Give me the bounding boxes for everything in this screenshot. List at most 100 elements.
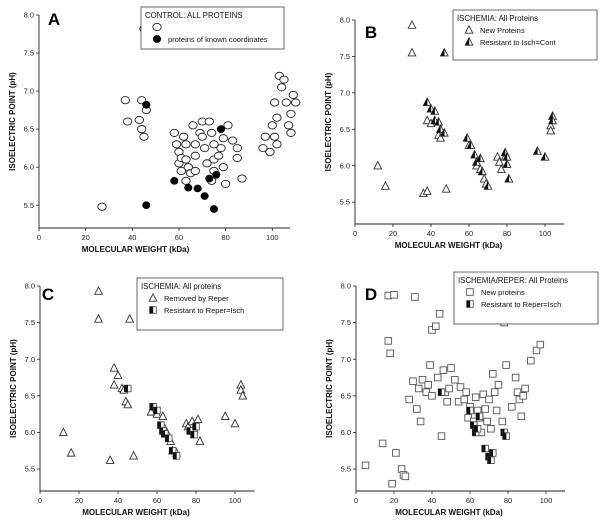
data-point-series-1 [139, 132, 149, 141]
data-point-series-1 [279, 75, 289, 84]
data-point-series-1 [58, 427, 68, 437]
data-point-series-1 [137, 125, 147, 134]
data-point-series-1 [401, 472, 410, 481]
data-point-series-1 [276, 83, 287, 92]
legend-entry-label: proteins of known coordinates [168, 35, 268, 44]
data-point-series-1 [384, 337, 393, 345]
legend-box [140, 6, 285, 50]
data-point-series-1 [521, 384, 529, 393]
y-tick-label: 5.5 [341, 465, 351, 474]
data-point-series-1 [361, 461, 370, 470]
data-point-series-1 [188, 121, 198, 130]
data-point-series-2 [439, 127, 449, 137]
data-point-series-1 [388, 479, 396, 488]
data-point-series-1 [286, 109, 296, 118]
data-point-series-1 [238, 390, 248, 400]
x-tick-label: 100 [266, 233, 279, 242]
y-tick-label: 8.0 [24, 11, 34, 20]
data-points [373, 19, 558, 198]
data-point-series-1 [451, 375, 459, 384]
data-point-series-1 [202, 159, 212, 168]
data-point-series-1 [460, 395, 469, 404]
data-point-series-1 [380, 180, 390, 190]
x-tick-label: 20 [81, 233, 89, 242]
y-tick-label: 6.0 [25, 428, 35, 437]
legend-marker [148, 292, 158, 302]
data-point-series-1 [195, 436, 205, 445]
y-tick-label: 8.0 [341, 282, 351, 291]
y-tick-label: 7.0 [24, 87, 34, 96]
y-tick-label: 7.5 [24, 49, 34, 58]
x-tick-label: 0 [37, 233, 41, 242]
x-tick-label: 80 [503, 229, 511, 238]
legend-entry-label: Resistant to Reper=Isch [481, 300, 561, 309]
data-points [361, 291, 545, 488]
data-point-series-1 [432, 322, 440, 331]
data-point-series-2 [123, 384, 132, 393]
data-point-series-1 [471, 393, 480, 402]
data-point-series-1 [109, 362, 119, 372]
x-tick-label: 100 [539, 229, 552, 238]
data-point-series-2 [190, 430, 198, 439]
data-point-series-1 [178, 132, 189, 141]
data-point-series-2 [439, 47, 449, 57]
data-point-series-1 [511, 373, 520, 382]
legend-entry-label: New Proteins [480, 26, 525, 35]
data-point-series-1 [485, 395, 493, 404]
data-point-series-1 [386, 349, 394, 358]
data-point-series-1 [230, 418, 240, 428]
data-point-series-2 [168, 446, 177, 455]
legend-entry-label: Resistant to Reper=Isch [164, 306, 244, 315]
data-point-series-2 [422, 97, 432, 106]
data-point-series-1 [220, 411, 230, 420]
data-point-series-2 [489, 449, 497, 457]
data-point-series-2 [437, 388, 446, 396]
y-axis-label: ISOELECTRIC POINT (pH) [8, 72, 17, 171]
data-point-series-1 [181, 140, 191, 149]
data-point-series-1 [437, 432, 446, 440]
x-tick-label: 20 [389, 229, 397, 238]
data-point-series-1 [494, 381, 503, 389]
x-tick-label: 0 [353, 229, 357, 238]
data-point-series-1 [97, 202, 107, 211]
data-point-series-1 [190, 151, 200, 160]
data-point-series-1 [190, 140, 200, 149]
data-point-series-2 [192, 422, 200, 431]
y-tick-label: 7.0 [341, 355, 351, 364]
data-point-series-1 [487, 425, 495, 433]
data-point-series-2 [142, 201, 151, 210]
data-point-series-2 [473, 425, 482, 433]
data-point-series-1 [508, 403, 516, 411]
legend: ISCHEMIA/REPER: All Proteins New proteins… [453, 271, 599, 325]
x-tick-label: 40 [428, 496, 436, 505]
data-point-series-1 [204, 117, 214, 126]
data-point-series-1 [483, 417, 491, 426]
data-point-series-2 [481, 444, 489, 453]
legend-box [452, 9, 598, 61]
data-point-series-1 [441, 183, 451, 193]
data-point-series-1 [120, 96, 130, 105]
data-point-series-1 [536, 340, 545, 349]
data-point-series-1 [405, 395, 413, 404]
y-tick-label: 5.5 [24, 201, 34, 210]
x-tick-label: 40 [128, 233, 136, 242]
data-point-series-1 [123, 117, 133, 126]
data-point-series-1 [413, 405, 421, 413]
data-point-series-1 [290, 98, 301, 107]
data-point-series-1 [439, 366, 448, 374]
x-tick-label: 20 [390, 496, 398, 505]
x-tick-label: 100 [229, 496, 242, 505]
data-point-series-2 [193, 184, 202, 193]
data-point-series-1 [426, 361, 434, 369]
legend-title: ISCHEMIA: All proteins [141, 282, 221, 291]
x-tick-label: 60 [175, 233, 183, 242]
data-point-series-1 [232, 144, 242, 153]
data-point-series-2 [153, 406, 161, 415]
data-point-series-2 [205, 174, 214, 183]
data-point-series-1 [433, 373, 442, 382]
data-point-series-1 [492, 406, 501, 415]
data-point-series-1 [422, 186, 432, 195]
data-point-series-2 [212, 170, 221, 179]
data-point-series-2 [434, 116, 444, 126]
data-point-series-1 [281, 98, 291, 107]
